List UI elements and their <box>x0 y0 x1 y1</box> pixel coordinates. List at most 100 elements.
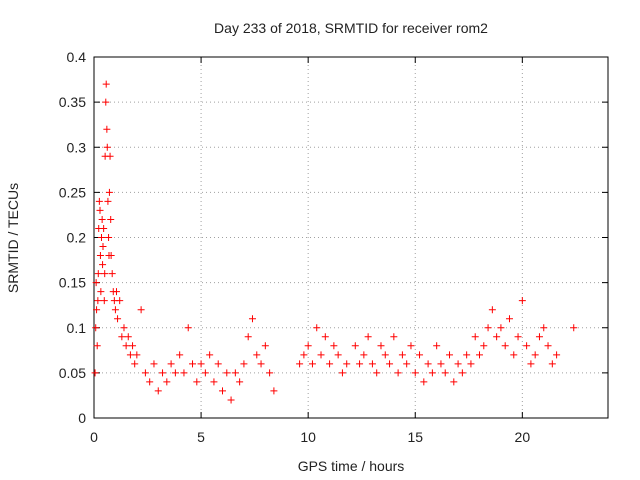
data-point <box>266 369 274 377</box>
data-point <box>98 215 106 223</box>
data-point <box>484 324 492 332</box>
data-point <box>108 270 116 278</box>
data-point <box>163 378 171 386</box>
y-tick-label: 0.2 <box>67 230 87 246</box>
data-point <box>94 270 102 278</box>
data-point <box>257 360 265 368</box>
data-point <box>154 387 162 395</box>
data-point <box>531 351 539 359</box>
data-point <box>296 360 304 368</box>
data-point <box>96 252 104 260</box>
data-point <box>368 360 376 368</box>
data-point <box>300 351 308 359</box>
x-axis-label: GPS time / hours <box>298 458 405 474</box>
data-point <box>420 378 428 386</box>
data-point <box>407 342 415 350</box>
data-point <box>193 378 201 386</box>
data-point <box>93 306 101 314</box>
data-point <box>304 342 312 350</box>
data-point <box>441 369 449 377</box>
data-point <box>180 369 188 377</box>
data-point <box>120 324 128 332</box>
grid-lines <box>94 57 608 418</box>
data-point <box>334 351 342 359</box>
data-point <box>527 360 535 368</box>
data-point <box>424 360 432 368</box>
data-point <box>501 342 509 350</box>
data-point <box>544 342 552 350</box>
data-point <box>114 315 122 323</box>
data-points <box>91 80 578 404</box>
data-point <box>437 360 445 368</box>
data-point <box>493 333 501 341</box>
x-tick-label: 5 <box>197 429 205 445</box>
data-point <box>210 378 218 386</box>
y-tick-label: 0.35 <box>59 94 86 110</box>
data-point <box>398 351 406 359</box>
data-point <box>377 342 385 350</box>
data-point <box>317 351 325 359</box>
y-tick-label: 0.15 <box>59 275 86 291</box>
data-point <box>106 152 114 160</box>
data-point <box>428 369 436 377</box>
data-point <box>103 125 111 133</box>
data-point <box>253 351 261 359</box>
data-point <box>261 342 269 350</box>
data-point <box>131 360 139 368</box>
data-point <box>471 333 479 341</box>
data-point <box>523 342 531 350</box>
y-tick-label: 0 <box>78 410 86 426</box>
data-point <box>390 333 398 341</box>
data-point <box>244 333 252 341</box>
y-tick-label: 0.25 <box>59 184 86 200</box>
data-point <box>167 360 175 368</box>
data-point <box>454 360 462 368</box>
data-point <box>104 197 112 205</box>
data-point <box>101 270 109 278</box>
y-tick-label: 0.05 <box>59 365 86 381</box>
chart-title: Day 233 of 2018, SRMTID for receiver rom… <box>214 20 488 36</box>
data-point <box>321 333 329 341</box>
data-point <box>122 342 130 350</box>
y-axis: 0 0.05 0.1 0.15 0.2 0.25 0.3 0.35 0.4 <box>59 49 608 426</box>
data-point <box>518 297 526 305</box>
data-point <box>467 360 475 368</box>
data-point <box>446 351 454 359</box>
data-point <box>146 378 154 386</box>
data-point <box>92 279 100 287</box>
data-point <box>356 360 364 368</box>
data-point <box>107 215 115 223</box>
y-tick-label: 0.4 <box>67 49 87 65</box>
data-point <box>326 360 334 368</box>
data-point <box>214 360 222 368</box>
data-point <box>107 252 115 260</box>
data-point <box>171 369 179 377</box>
data-point <box>159 369 167 377</box>
data-point <box>97 234 105 241</box>
data-point <box>505 315 513 323</box>
data-point <box>236 378 244 386</box>
data-point <box>91 369 99 377</box>
data-point <box>111 306 119 314</box>
data-point <box>510 351 518 359</box>
data-point <box>351 342 359 350</box>
data-point <box>450 378 458 386</box>
data-point <box>99 261 107 269</box>
data-point <box>338 369 346 377</box>
data-point <box>548 360 556 368</box>
data-point <box>95 197 103 205</box>
data-point <box>364 333 372 341</box>
data-point <box>150 360 158 368</box>
data-point <box>270 387 278 395</box>
data-point <box>102 98 110 106</box>
data-point <box>514 333 522 341</box>
data-point <box>476 351 483 359</box>
data-point <box>141 369 149 377</box>
data-point <box>103 143 111 151</box>
data-point <box>227 396 235 404</box>
data-point <box>308 360 316 368</box>
data-point <box>100 224 108 232</box>
data-point <box>94 297 102 305</box>
data-point <box>488 306 496 314</box>
